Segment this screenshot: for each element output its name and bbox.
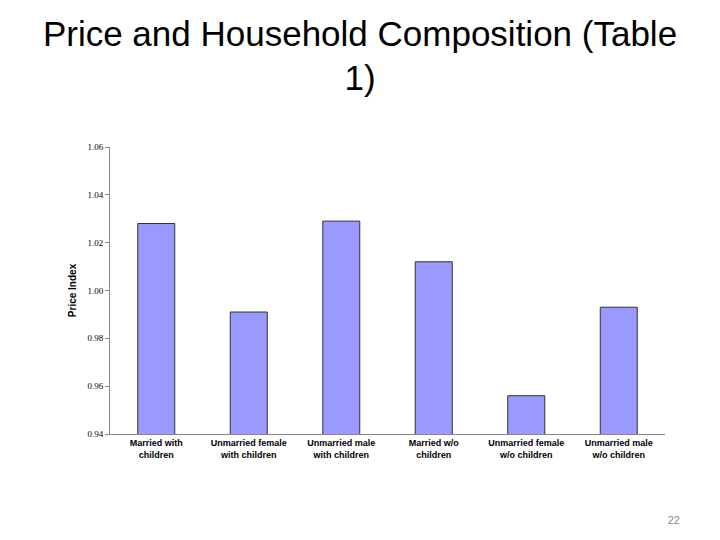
html-text:22: 22 [667, 514, 680, 526]
svg-text:1.00: 1.00 [87, 286, 103, 296]
svg-text:0.94: 0.94 [87, 429, 103, 439]
svg-text:0.98: 0.98 [87, 333, 103, 343]
svg-text:Married w/ochildren: Married w/ochildren [409, 438, 460, 460]
svg-text:Unmarried femalewith children: Unmarried femalewith children [211, 438, 287, 460]
svg-text:1.02: 1.02 [87, 238, 103, 248]
svg-text:0.96: 0.96 [87, 381, 103, 391]
html-text:Price and Household Compositio: Price and Household Composition (Table 1… [42, 14, 678, 97]
svg-text:Unmarried femalew/o children: Unmarried femalew/o children [488, 438, 564, 460]
svg-text:1.04: 1.04 [87, 190, 103, 200]
svg-text:Unmarried malewith children: Unmarried malewith children [307, 438, 375, 460]
svg-text:1.06: 1.06 [87, 142, 103, 152]
svg-text:Price Index: Price Index [67, 263, 78, 317]
svg-text:Married withchildren: Married withchildren [130, 438, 183, 460]
svg-text:Unmarried malew/o children: Unmarried malew/o children [585, 438, 653, 460]
